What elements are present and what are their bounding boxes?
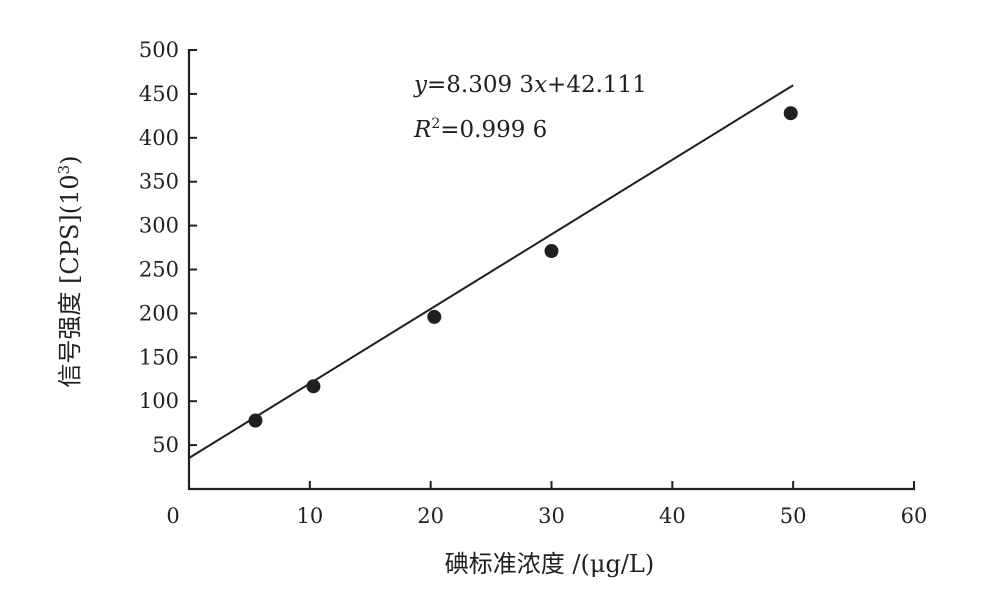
- x-tick-label: 10: [296, 504, 323, 528]
- data-point: [783, 106, 798, 121]
- x-tick-label: 60: [901, 504, 928, 528]
- y-axis-title: 信号强度 [CPS](103): [55, 155, 84, 387]
- origin-tick-label: 0: [166, 504, 179, 528]
- x-ticks: 10 20 30 40 50 60: [296, 481, 927, 528]
- x-tick-label: 40: [659, 504, 686, 528]
- r2-value: =0.999 6: [440, 117, 547, 143]
- y-tick-label: 250: [139, 258, 179, 282]
- data-point: [427, 309, 442, 324]
- regression-equation: y=8.309 3x+42.111: [413, 72, 647, 98]
- x-tick-label: 50: [780, 504, 807, 528]
- y-tick-label: 450: [139, 82, 179, 106]
- y-ticks: 50 100 150 200 250 300 350 400 450 500: [139, 38, 197, 457]
- data-points: [248, 106, 798, 428]
- y-tick-label: 300: [139, 214, 179, 238]
- data-point: [306, 379, 321, 394]
- y-tick-label: 100: [139, 389, 179, 413]
- fit-line-group: [188, 84, 794, 459]
- equation-y-var: y: [413, 72, 428, 98]
- y-tick-label: 50: [152, 433, 179, 457]
- x-axis-title: 碘标准浓度 /(μg/L): [445, 550, 654, 578]
- x-tick-label: 20: [417, 504, 444, 528]
- regression-line: [188, 84, 794, 459]
- equation-x-var: x: [534, 72, 547, 98]
- y-tick-label: 150: [139, 345, 179, 369]
- data-point: [544, 244, 559, 259]
- y-tick-label: 500: [139, 38, 179, 62]
- y-axis-title-main: 信号强度 [CPS](10: [56, 174, 84, 387]
- equation-intercept: +42.111: [547, 72, 647, 98]
- r2-symbol: R: [413, 117, 431, 143]
- y-tick-label: 400: [139, 126, 179, 150]
- data-point: [248, 413, 263, 428]
- r-squared-label: R2=0.999 6: [413, 116, 547, 143]
- y-axis-title-exponent: 3: [55, 165, 73, 175]
- y-tick-label: 350: [139, 170, 179, 194]
- y-tick-label: 200: [139, 301, 179, 325]
- r2-superscript: 2: [431, 116, 440, 132]
- equation-slope: =8.309 3: [427, 72, 534, 98]
- y-axis-title-close: ): [56, 155, 84, 164]
- x-tick-label: 30: [538, 504, 565, 528]
- axes: [187, 49, 915, 491]
